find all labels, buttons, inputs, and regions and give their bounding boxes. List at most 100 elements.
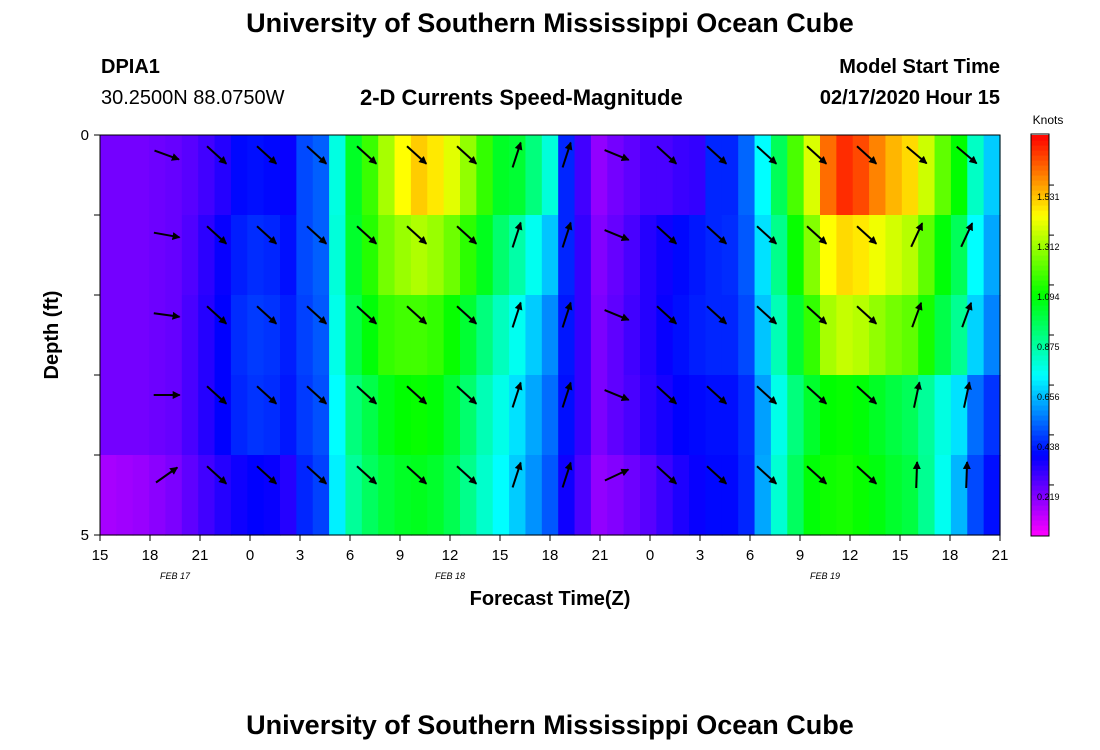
heatmap-cell <box>558 215 576 296</box>
current-arrow <box>706 225 728 245</box>
current-arrow <box>856 465 878 485</box>
colorbar-cell <box>1031 165 1049 171</box>
heatmap-cell <box>967 135 985 216</box>
heatmap-cell <box>607 215 625 296</box>
colorbar-cell <box>1031 355 1049 361</box>
current-arrow <box>910 222 924 248</box>
heatmap-cell <box>312 295 330 376</box>
heatmap-cell <box>950 375 968 456</box>
heatmap-cell <box>689 135 707 216</box>
current-arrow <box>256 145 278 165</box>
heatmap-cell <box>525 135 543 216</box>
heatmap-cell <box>165 135 183 216</box>
heatmap-cell <box>132 215 150 296</box>
heatmap-cell <box>296 375 314 456</box>
heatmap-cell <box>689 215 707 296</box>
heatmap-cell <box>509 135 527 216</box>
current-arrow <box>356 145 378 165</box>
heatmap-cell <box>901 375 919 456</box>
current-arrow <box>656 465 678 485</box>
heatmap-cell <box>738 135 756 216</box>
heatmap-cell <box>623 215 641 296</box>
heatmap-cell <box>541 375 559 456</box>
heatmap-cell <box>590 215 608 296</box>
heatmap-cell <box>934 135 952 216</box>
colorbar-cell <box>1031 135 1049 141</box>
heatmap-cell <box>950 215 968 296</box>
x-tick-label: 3 <box>696 547 704 564</box>
heatmap-cell <box>885 295 903 376</box>
heatmap-cell <box>410 455 428 536</box>
current-arrow <box>256 305 278 325</box>
heatmap-cell <box>803 135 821 216</box>
heatmap-cell <box>509 375 527 456</box>
heatmap-cell <box>820 215 837 296</box>
colorbar-cell <box>1031 455 1049 461</box>
colorbar-cell <box>1031 510 1049 516</box>
x-tick-label: 9 <box>396 547 404 564</box>
heatmap-cell <box>852 375 870 456</box>
x-tick-label: 3 <box>296 547 304 564</box>
heatmap-cell <box>721 215 739 296</box>
colorbar-cell <box>1031 500 1049 506</box>
heatmap-cell <box>280 375 297 456</box>
y-tick-label: 5 <box>81 527 89 544</box>
heatmap-cell <box>296 455 314 536</box>
heatmap-cell <box>443 215 461 296</box>
heatmap-cell <box>476 295 494 376</box>
colorbar-cell <box>1031 525 1049 531</box>
heatmap-cell <box>263 375 281 456</box>
heatmap-cell <box>165 215 183 296</box>
heatmap-cell <box>901 135 919 216</box>
heatmap-cell <box>247 295 265 376</box>
current-arrow <box>511 141 523 168</box>
heatmap-cell <box>852 295 870 376</box>
heatmap-cell <box>214 455 232 536</box>
heatmap-cell <box>934 455 952 536</box>
current-arrow <box>206 225 228 245</box>
colorbar-cell <box>1031 275 1049 281</box>
heatmap-cell <box>574 215 592 296</box>
colorbar-cell <box>1031 485 1049 491</box>
colorbar-cell <box>1031 255 1049 261</box>
current-arrow <box>806 225 828 245</box>
heatmap-cell <box>378 135 396 216</box>
heatmap-cell <box>443 295 461 376</box>
heatmap-cell <box>738 215 756 296</box>
heatmap-cell <box>689 295 707 376</box>
current-arrow <box>963 381 972 408</box>
colorbar-cell <box>1031 520 1049 526</box>
heatmap-cell <box>149 455 167 536</box>
heatmap-cell <box>721 135 739 216</box>
current-arrow <box>456 465 478 485</box>
heatmap-cell <box>427 215 445 296</box>
heatmap-cell <box>230 215 248 296</box>
heatmap-cell <box>132 295 150 376</box>
current-arrow <box>206 145 228 165</box>
heatmap-cell <box>100 455 117 536</box>
current-arrow <box>206 305 228 325</box>
heatmap-cell <box>967 295 985 376</box>
heatmap-cell <box>312 135 330 216</box>
heatmap-cell <box>607 135 625 216</box>
heatmap-cell <box>263 295 281 376</box>
heatmap-cell <box>934 375 952 456</box>
heatmap-cell <box>689 375 707 456</box>
x-tick-label: 18 <box>142 547 159 564</box>
heatmap-cell <box>640 215 657 296</box>
heatmap-cell <box>345 215 363 296</box>
heatmap-cell <box>312 215 330 296</box>
colorbar-cell <box>1031 405 1049 411</box>
colorbar-cell <box>1031 200 1049 206</box>
colorbar-cell <box>1031 295 1049 301</box>
heatmap-cell <box>263 135 281 216</box>
heatmap-cell <box>558 455 576 536</box>
colorbar-cell <box>1031 140 1049 146</box>
heatmap-cell <box>836 135 854 216</box>
current-arrow <box>706 385 728 405</box>
heatmap-cell <box>934 295 952 376</box>
heatmap-cell <box>950 295 968 376</box>
station-coords: 30.2500N 88.0750W <box>101 87 285 109</box>
current-arrow <box>153 311 181 320</box>
heatmap-cell <box>803 375 821 456</box>
